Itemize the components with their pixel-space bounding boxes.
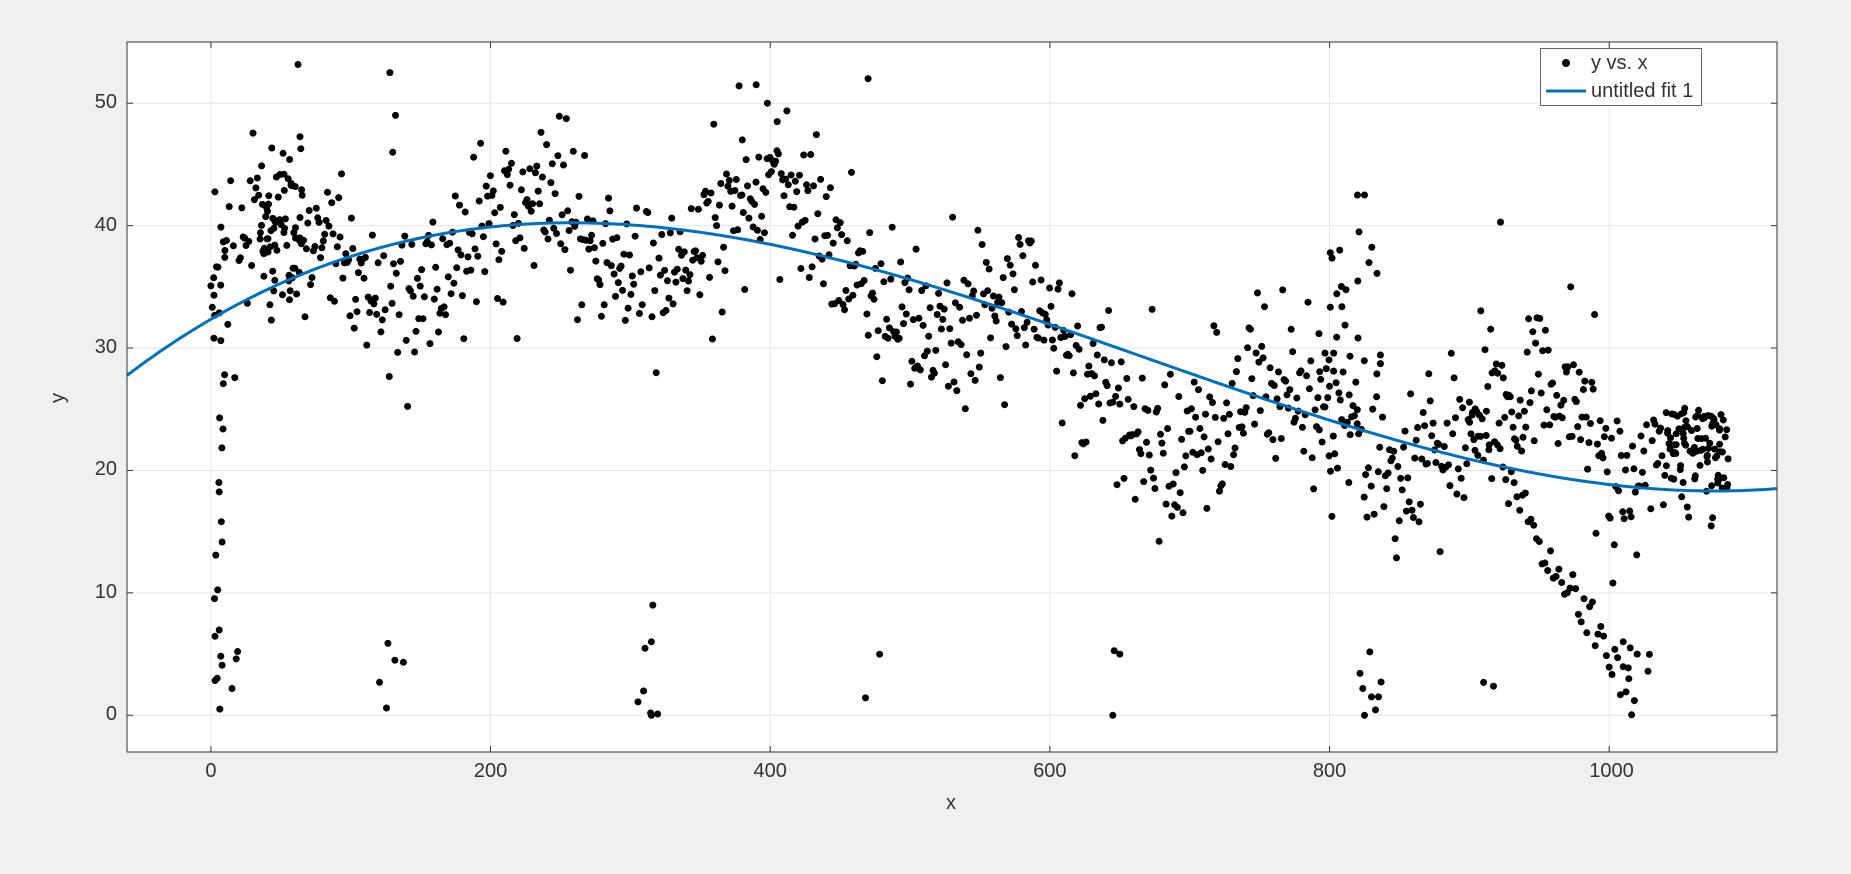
x-tick: 1000 <box>1589 760 1629 783</box>
y-tick: 30 <box>67 336 117 359</box>
x-tick: 0 <box>191 760 231 783</box>
x-tick: 200 <box>471 760 511 783</box>
chart-root: x y 0 200 400 600 800 1000 0 10 20 30 40 50 y vs. … <box>0 0 1851 869</box>
legend: y vs. x untitled fit 1 <box>1540 48 1702 106</box>
chart-svg <box>0 0 1851 869</box>
x-tick: 600 <box>1030 760 1070 783</box>
x-tick: 400 <box>750 760 790 783</box>
y-tick: 10 <box>67 581 117 604</box>
dot-icon <box>1541 49 1591 77</box>
y-tick: 20 <box>67 458 117 481</box>
y-axis-label: y <box>47 393 70 403</box>
line-icon <box>1541 77 1591 105</box>
y-tick: 0 <box>67 703 117 726</box>
y-tick: 40 <box>67 214 117 237</box>
legend-label-fit: untitled fit 1 <box>1591 80 1693 103</box>
x-axis-label: x <box>946 792 956 815</box>
y-tick: 50 <box>67 91 117 114</box>
legend-item-fit: untitled fit 1 <box>1541 77 1701 105</box>
legend-label-scatter: y vs. x <box>1591 52 1648 75</box>
legend-item-scatter: y vs. x <box>1541 49 1701 77</box>
x-tick: 800 <box>1310 760 1350 783</box>
